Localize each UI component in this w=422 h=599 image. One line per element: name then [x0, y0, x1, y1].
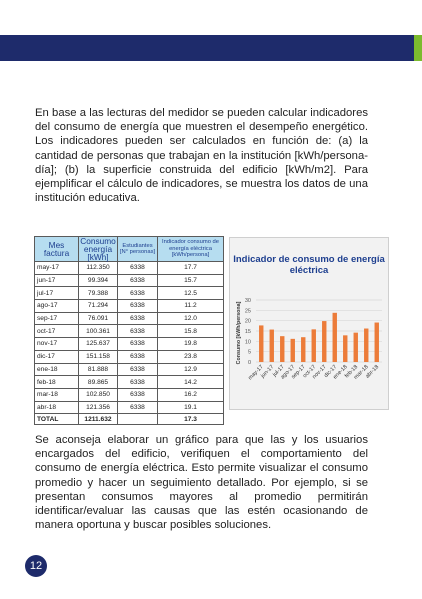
table-cell: ene-18	[34, 362, 79, 377]
table-cell: jul-17	[34, 286, 79, 301]
col-header-students: Estudiantes [N° personas]	[117, 236, 158, 262]
table-cell: 79.388	[78, 286, 118, 301]
table-cell: 11.2	[157, 299, 224, 313]
header-bar	[0, 35, 422, 61]
y-tick-label: 30	[245, 298, 251, 304]
y-tick-label: 20	[245, 319, 251, 325]
total-cell	[117, 413, 158, 426]
table-row: mar-18 102.850 6338 16.2	[34, 387, 224, 402]
table-row: jul-17 79.388 6338 12.5	[34, 286, 224, 301]
y-axis-label: Consumo [kWh/persona]	[236, 301, 242, 364]
table-row: nov-17 125.637 6338 19.8	[34, 337, 224, 351]
table-cell: ago-17	[34, 299, 79, 313]
y-tick-label: 5	[248, 350, 251, 356]
table-cell: 14.2	[157, 375, 224, 389]
table-cell: 19.8	[157, 337, 224, 351]
table-row: may-17 112.350 6338 17.7	[34, 261, 224, 275]
bar	[364, 328, 369, 362]
col-header-month: Mes factura	[34, 236, 79, 262]
bar	[353, 332, 358, 362]
table-cell: 19.1	[157, 400, 224, 415]
table-cell: 15.7	[157, 273, 224, 288]
bar-chart: 051015202530may-17jun-17jul-17ago-17sep-…	[236, 298, 382, 381]
table-total-row: TOTAL 1211.632 17.3	[34, 413, 224, 426]
table-cell: 151.158	[78, 349, 118, 364]
table-cell: 12.9	[157, 362, 224, 377]
bar	[311, 329, 316, 362]
table-cell: 16.2	[157, 387, 224, 402]
table-row: abr-18 121.356 6338 19.1	[34, 400, 224, 415]
y-tick-label: 10	[245, 339, 251, 345]
total-cell: 1211.632	[78, 413, 118, 426]
table-cell: 112.350	[78, 261, 118, 275]
table-cell: 6338	[117, 387, 158, 402]
col-header-consumption: Consumo energía [kWh]	[78, 236, 118, 262]
chart-title: Indicador de consumo de energía eléctric…	[233, 254, 385, 276]
table-cell: 89.865	[78, 375, 118, 389]
table-row: feb-18 89.865 6338 14.2	[34, 375, 224, 389]
table-cell: sep-17	[34, 311, 79, 326]
table-cell: 71.294	[78, 299, 118, 313]
table-cell: 6338	[117, 400, 158, 415]
advice-paragraph: Se aconseja elaborar un gráfico para que…	[35, 434, 368, 532]
total-cell: 17.3	[157, 413, 224, 426]
table-cell: nov-17	[34, 337, 79, 351]
chart-panel: Indicador de consumo de energía eléctric…	[229, 237, 389, 410]
table-row: ene-18 81.888 6338 12.9	[34, 362, 224, 377]
bar	[259, 325, 264, 362]
col-header-indicator: Indicador consumo de energía eléctrica […	[157, 236, 224, 262]
table-cell: 6338	[117, 299, 158, 313]
bar	[301, 337, 306, 362]
table-cell: 15.8	[157, 324, 224, 339]
table-cell: 6338	[117, 375, 158, 389]
table-cell: 17.7	[157, 261, 224, 275]
table-cell: 81.888	[78, 362, 118, 377]
intro-paragraph: En base a las lecturas del medidor se pu…	[35, 107, 368, 205]
table-row: sep-17 76.091 6338 12.0	[34, 311, 224, 326]
table-cell: 6338	[117, 349, 158, 364]
bar	[332, 312, 337, 362]
bar	[280, 336, 285, 362]
indicator-table: Mes factura Consumo energía [kWh] Estudi…	[34, 236, 224, 426]
total-cell: TOTAL	[34, 413, 79, 426]
table-row: jun-17 99.394 6338 15.7	[34, 273, 224, 288]
table-cell: 99.394	[78, 273, 118, 288]
table-cell: feb-18	[34, 375, 79, 389]
bar	[290, 338, 295, 362]
bar	[343, 335, 348, 362]
table-cell: 6338	[117, 286, 158, 301]
table-cell: 6338	[117, 261, 158, 275]
table-row: ago-17 71.294 6338 11.2	[34, 299, 224, 313]
table-cell: 121.356	[78, 400, 118, 415]
table-cell: dic-17	[34, 349, 79, 364]
table-cell: 6338	[117, 337, 158, 351]
table-cell: 12.5	[157, 286, 224, 301]
table-cell: 76.091	[78, 311, 118, 326]
table-cell: 23.8	[157, 349, 224, 364]
table-cell: 6338	[117, 273, 158, 288]
table-cell: oct-17	[34, 324, 79, 339]
header-accent	[414, 35, 422, 61]
page-number: 12	[25, 555, 47, 577]
table-cell: 6338	[117, 362, 158, 377]
bar	[322, 321, 327, 362]
y-tick-label: 25	[245, 308, 251, 314]
y-tick-label: 15	[245, 329, 251, 335]
table-cell: 102.850	[78, 387, 118, 402]
table-cell: jun-17	[34, 273, 79, 288]
bar	[269, 329, 274, 362]
table-cell: may-17	[34, 261, 79, 275]
table-cell: 125.637	[78, 337, 118, 351]
table-cell: 6338	[117, 324, 158, 339]
table-row: dic-17 151.158 6338 23.8	[34, 349, 224, 364]
y-tick-label: 0	[248, 360, 251, 366]
table-cell: 6338	[117, 311, 158, 326]
table-cell: 12.0	[157, 311, 224, 326]
bar	[374, 322, 379, 362]
table-cell: abr-18	[34, 400, 79, 415]
table-cell: mar-18	[34, 387, 79, 402]
table-row: oct-17 100.361 6338 15.8	[34, 324, 224, 339]
table-cell: 100.361	[78, 324, 118, 339]
